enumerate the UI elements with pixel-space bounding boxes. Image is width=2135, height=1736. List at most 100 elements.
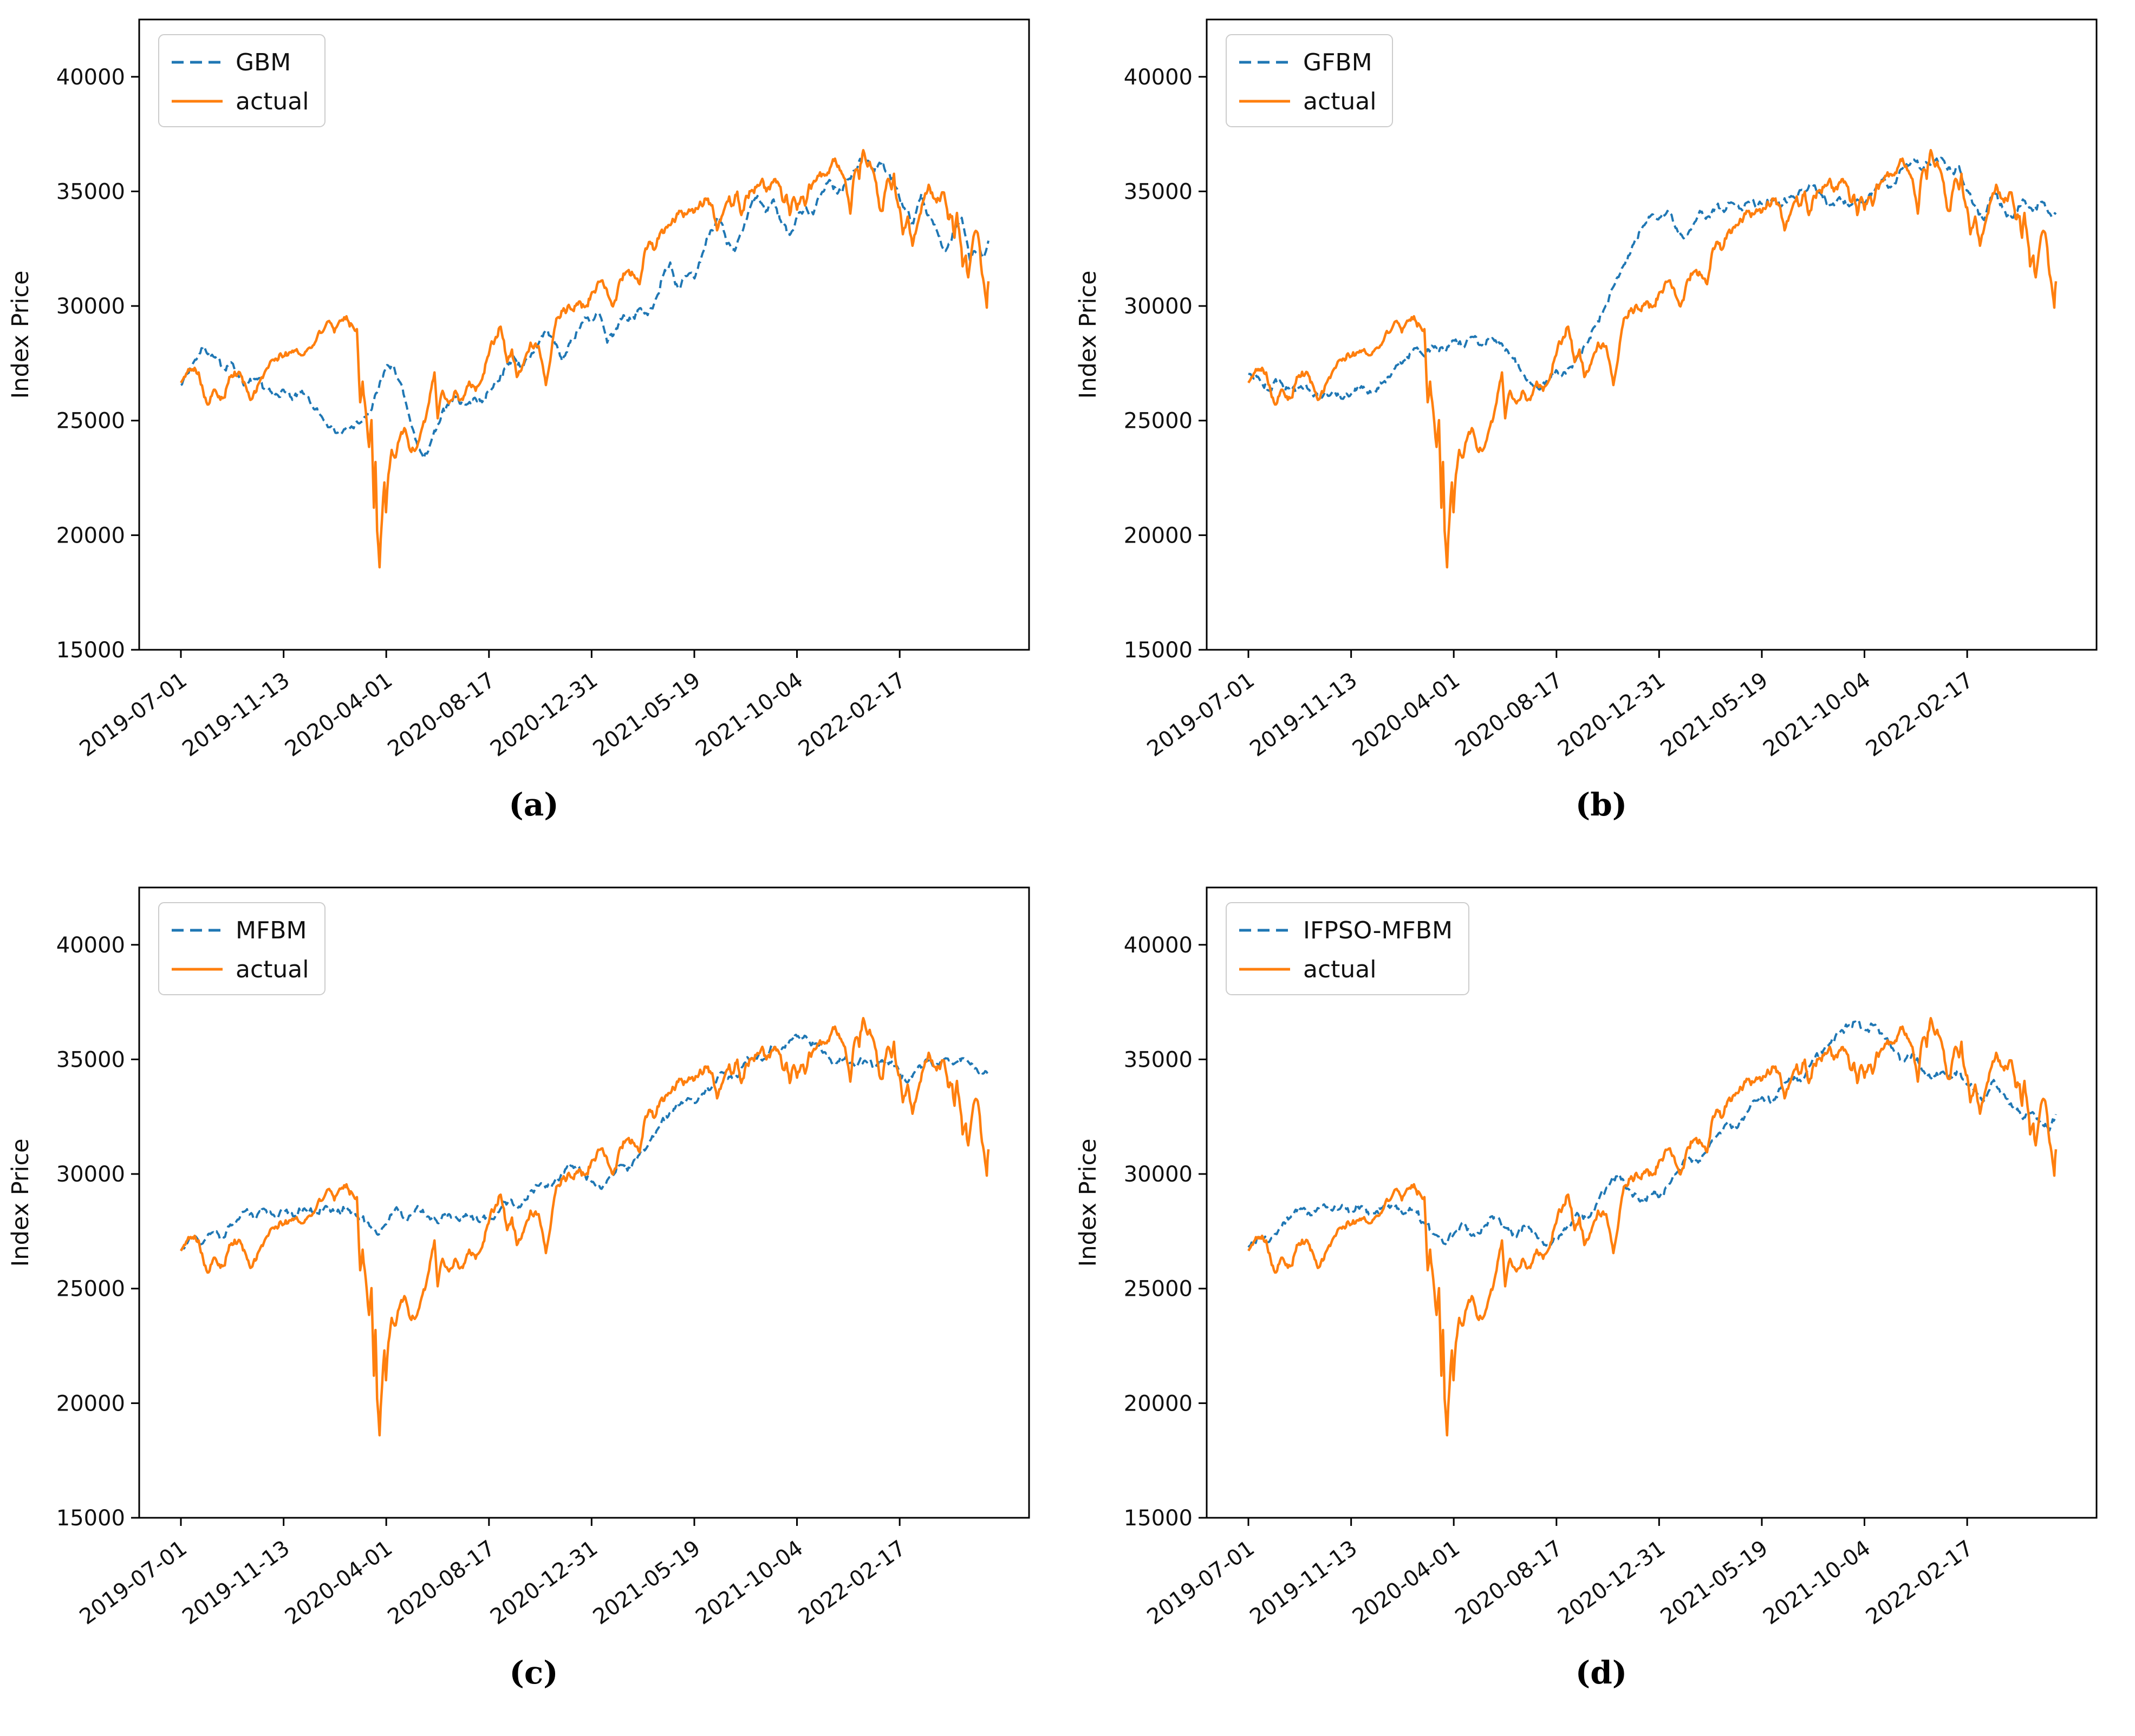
- x-tick-label: 2019-07-01: [75, 668, 192, 762]
- chart-panel-c: 15000 20000 25000 30000 35000 40000 2019-07-01…: [0, 868, 1068, 1736]
- x-tick-label: 2019-07-01: [1143, 668, 1259, 762]
- x-tick-label: 2022-02-17: [794, 1536, 910, 1630]
- y-tick-label: 40000: [56, 65, 125, 90]
- y-tick-label: 35000: [1124, 179, 1193, 204]
- y-tick-label: 30000: [1124, 1162, 1193, 1187]
- x-tick-label: 2022-02-17: [1861, 1536, 1978, 1630]
- plot-border: [1206, 886, 2098, 1519]
- x-tick-label: 2019-11-13: [1245, 668, 1362, 762]
- legend-box: [158, 34, 326, 127]
- x-tick-label: 2020-08-17: [1451, 668, 1567, 762]
- legend-label: GBM: [236, 49, 291, 76]
- axes: 15000 20000 25000 30000 35000 40000 2019-07-01…: [1075, 18, 2098, 762]
- chart-svg-b: 15000 20000 25000 30000 35000 40000 2019-07-01…: [1075, 18, 2098, 762]
- y-tick-label: 35000: [56, 179, 125, 204]
- y-tick-label: 30000: [56, 1162, 125, 1187]
- y-tick-label: 15000: [56, 1506, 125, 1531]
- x-tick-label: 2020-12-31: [1553, 668, 1670, 762]
- x-tick-label: 2019-07-01: [1143, 1536, 1259, 1630]
- y-tick-label: 25000: [56, 1277, 125, 1302]
- y-tick-label: 25000: [56, 409, 125, 434]
- series-group: [180, 149, 990, 569]
- y-tick-label: 20000: [56, 1391, 125, 1416]
- y-tick-label: 15000: [1124, 1506, 1193, 1531]
- legend-label: actual: [236, 956, 309, 983]
- plot-border: [138, 886, 1030, 1519]
- legend-box: [1226, 902, 1469, 995]
- chart-panel-a: 15000 20000 25000 30000 35000 40000 2019-07-01…: [0, 0, 1068, 868]
- y-tick-label: 35000: [1124, 1047, 1193, 1072]
- y-tick-label: 15000: [56, 638, 125, 663]
- x-tick-label: 2020-04-01: [1348, 1536, 1464, 1630]
- y-tick-label: 40000: [1124, 933, 1193, 958]
- x-tick-label: 2020-04-01: [1348, 668, 1464, 762]
- series-line-mfbm: [180, 1034, 990, 1251]
- chart-svg-c: 15000 20000 25000 30000 35000 40000 2019-07-01…: [7, 886, 1030, 1630]
- x-tick-label: 2020-04-01: [281, 1536, 397, 1630]
- series-line-actual: [180, 149, 990, 569]
- chart-svg-a: 15000 20000 25000 30000 35000 40000 2019-07-01…: [7, 18, 1030, 762]
- panel-caption-d: (d): [1575, 1654, 1628, 1691]
- x-tick-label: 2020-12-31: [486, 668, 602, 762]
- y-tick-label: 30000: [1124, 294, 1193, 319]
- legend-label: GFBM: [1303, 49, 1372, 76]
- x-tick-label: 2020-08-17: [1451, 1536, 1567, 1630]
- chart-panel-b: 15000 20000 25000 30000 35000 40000 2019-07-01…: [1068, 0, 2135, 868]
- y-axis-label: Index Price: [1075, 1139, 1102, 1267]
- y-tick-label: 25000: [1124, 409, 1193, 434]
- x-tick-label: 2021-05-19: [589, 668, 705, 762]
- legend: GBM actual: [158, 34, 326, 127]
- y-tick-label: 25000: [1124, 1277, 1193, 1302]
- series-group: [180, 1017, 990, 1437]
- y-tick-label: 20000: [56, 523, 125, 548]
- x-tick-label: 2020-12-31: [1553, 1536, 1670, 1630]
- legend-label: IFPSO-MFBM: [1303, 917, 1453, 944]
- legend-label: MFBM: [236, 917, 307, 944]
- x-tick-label: 2022-02-17: [1861, 668, 1978, 762]
- panel-caption-c: (c): [509, 1654, 558, 1691]
- x-tick-label: 2020-04-01: [281, 668, 397, 762]
- y-tick-label: 20000: [1124, 1391, 1193, 1416]
- legend-label: actual: [236, 88, 309, 115]
- series-group: [1247, 1017, 2058, 1437]
- y-tick-label: 40000: [1124, 65, 1193, 90]
- chart-panel-d: 15000 20000 25000 30000 35000 40000 2019-07-01…: [1068, 868, 2135, 1736]
- y-tick-label: 20000: [1124, 523, 1193, 548]
- axes: 15000 20000 25000 30000 35000 40000 2019-07-01…: [7, 18, 1030, 762]
- legend: MFBM actual: [158, 902, 326, 995]
- panel-caption-a: (a): [509, 786, 559, 823]
- x-tick-label: 2021-05-19: [1656, 668, 1773, 762]
- series-line-gbm: [180, 157, 990, 460]
- y-axis-label: Index Price: [7, 1139, 34, 1267]
- x-tick-label: 2020-08-17: [383, 668, 500, 762]
- x-tick-label: 2021-05-19: [589, 1536, 705, 1630]
- series-line-actual: [180, 1017, 990, 1437]
- plot-border: [1206, 18, 2098, 651]
- x-tick-label: 2022-02-17: [794, 668, 910, 762]
- x-tick-label: 2019-11-13: [178, 668, 294, 762]
- series-line-actual: [1247, 1017, 2058, 1437]
- series-line-ifpso-mfbm: [1247, 1020, 2057, 1248]
- legend: GFBM actual: [1226, 34, 1393, 127]
- x-tick-label: 2020-12-31: [486, 1536, 602, 1630]
- y-axis-label: Index Price: [7, 271, 34, 399]
- axes: 15000 20000 25000 30000 35000 40000 2019-07-01…: [1075, 886, 2098, 1630]
- y-tick-label: 15000: [1124, 638, 1193, 663]
- legend: IFPSO-MFBM actual: [1226, 902, 1469, 995]
- y-tick-label: 35000: [56, 1047, 125, 1072]
- y-tick-label: 30000: [56, 294, 125, 319]
- legend-box: [1226, 34, 1393, 127]
- axes: 15000 20000 25000 30000 35000 40000 2019-07-01…: [7, 886, 1030, 1630]
- series-line-actual: [1247, 149, 2058, 569]
- y-axis-label: Index Price: [1075, 271, 1102, 399]
- y-tick-label: 40000: [56, 933, 125, 958]
- x-tick-label: 2021-10-04: [1759, 668, 1875, 762]
- x-tick-label: 2019-11-13: [1245, 1536, 1362, 1630]
- series-line-gfbm: [1248, 156, 2057, 400]
- chart-svg-d: 15000 20000 25000 30000 35000 40000 2019-07-01…: [1075, 886, 2098, 1630]
- plot-border: [138, 18, 1030, 651]
- series-group: [1247, 149, 2058, 569]
- x-tick-label: 2021-10-04: [691, 668, 808, 762]
- x-tick-label: 2020-08-17: [383, 1536, 500, 1630]
